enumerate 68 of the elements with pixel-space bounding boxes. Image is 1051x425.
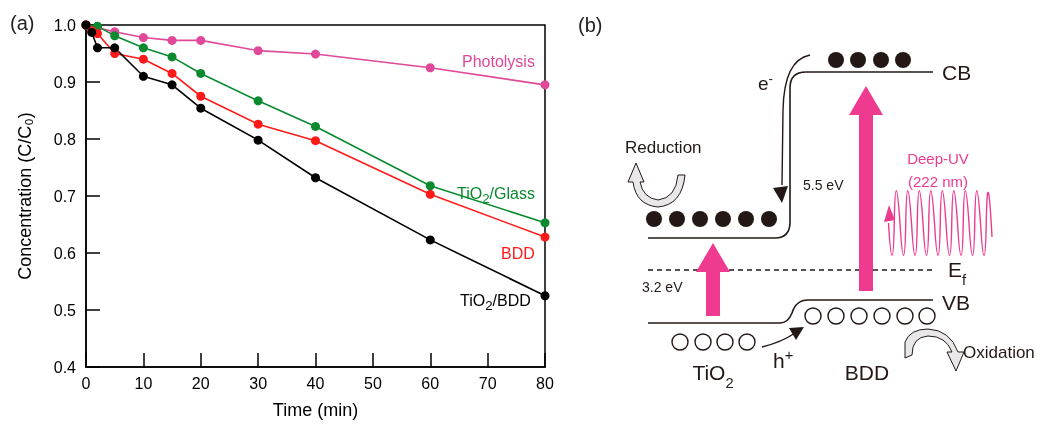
text: h$^{+}$ (773, 347, 794, 372)
x-tick-label: 0 (81, 374, 91, 392)
point (540, 291, 550, 301)
y-tick-label: 0.9 (53, 73, 77, 91)
point (253, 135, 263, 145)
point (167, 35, 177, 45)
y-tick-label: 0.6 (53, 244, 77, 262)
y-tick-label: 0.8 (53, 130, 77, 148)
point (138, 43, 148, 53)
point (138, 71, 148, 81)
text: 3.2 eV (642, 279, 684, 295)
y-tick-label: 1.0 (53, 16, 77, 34)
x-tick-label: 30 (249, 374, 268, 392)
x-tick-label: 50 (363, 374, 382, 392)
text: Oxidation (963, 343, 1035, 362)
x-axis-title: Time (min) (272, 400, 359, 420)
text: Reduction (625, 138, 702, 157)
point (540, 218, 550, 228)
x-tick-label: 20 (191, 374, 210, 392)
x-tick-label: 80 (536, 374, 554, 392)
point (110, 31, 120, 41)
x-tick-label: 10 (134, 374, 153, 392)
series-label: TiO$_{2}$/BDD (460, 291, 531, 313)
point (540, 232, 550, 242)
point (196, 68, 206, 78)
text: Deep-UV (907, 150, 969, 167)
point (253, 46, 263, 56)
point (196, 35, 206, 45)
series-label: BDD (501, 245, 535, 264)
text: e$^{-}$ (758, 70, 774, 94)
x-tick-label: 40 (306, 374, 325, 392)
text: BDD (844, 361, 890, 384)
text: TiO$_{2}$ (692, 361, 734, 391)
point (425, 181, 435, 191)
point (110, 43, 120, 53)
point (311, 136, 320, 146)
text: 5.5 eV (803, 177, 845, 193)
point (196, 91, 206, 101)
point (425, 63, 435, 73)
point (425, 189, 435, 199)
point (311, 49, 320, 59)
point (253, 96, 263, 106)
x-tick-label: 60 (421, 374, 440, 392)
y-tick-label: 0.4 (53, 358, 77, 376)
point (253, 119, 263, 129)
point (92, 43, 102, 53)
point (167, 68, 177, 78)
chart-title: (a) (10, 12, 35, 34)
y-tick-label: 0.7 (53, 187, 77, 205)
text: VB (942, 291, 971, 314)
y-axis-title: Concentration (C/C₀) (15, 112, 35, 280)
text: (222 nm) (907, 173, 969, 190)
point (196, 103, 206, 113)
point (311, 121, 320, 131)
point (425, 235, 435, 245)
point (167, 80, 177, 90)
text: E$_{f}$ (948, 258, 968, 288)
series-label: TiO$_{2}$/Glass (457, 184, 535, 206)
text: CB (942, 61, 972, 84)
y-tick-label: 0.5 (53, 301, 77, 319)
text: (b) (578, 14, 603, 36)
x-tick-label: 70 (478, 374, 497, 392)
point (311, 173, 320, 183)
point (167, 52, 177, 62)
series-label: Photolysis (462, 52, 535, 71)
point (540, 80, 550, 90)
point (138, 54, 148, 64)
point (138, 33, 148, 43)
